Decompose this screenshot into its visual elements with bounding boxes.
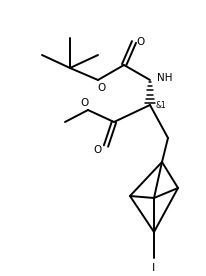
Text: O: O bbox=[81, 98, 89, 108]
Text: I: I bbox=[152, 263, 155, 273]
Text: NH: NH bbox=[156, 73, 172, 83]
Text: O: O bbox=[136, 37, 144, 47]
Text: O: O bbox=[94, 145, 102, 155]
Text: O: O bbox=[97, 83, 106, 93]
Text: &1: &1 bbox=[155, 102, 166, 110]
